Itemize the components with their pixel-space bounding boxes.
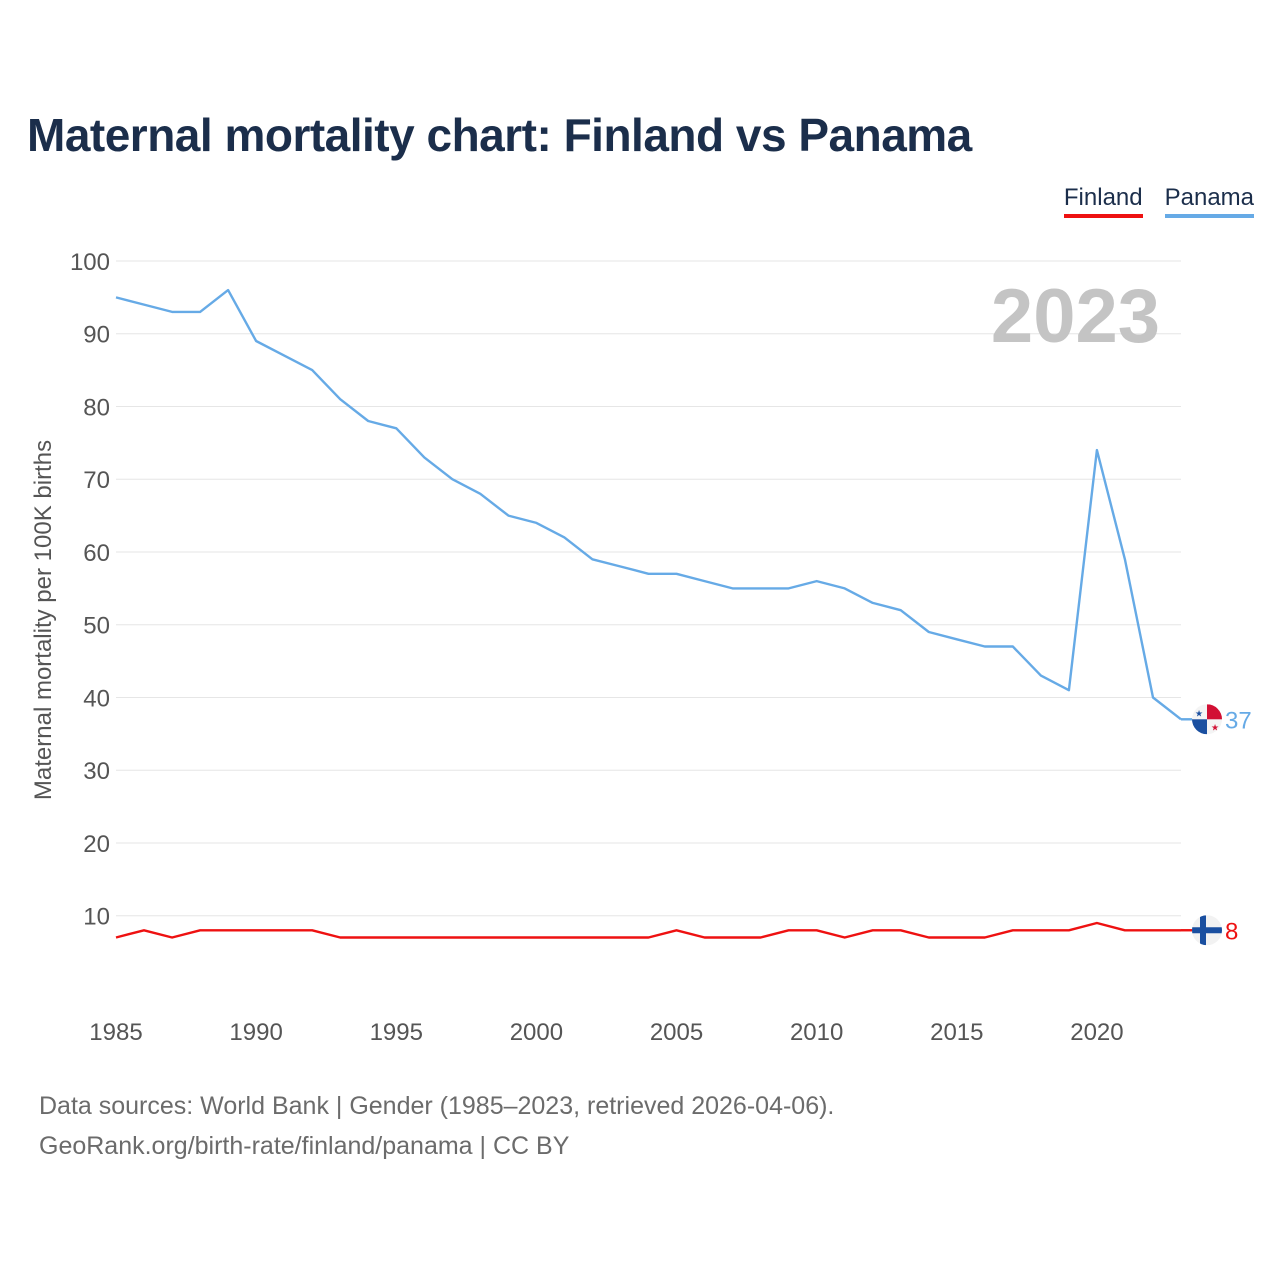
x-tick-label: 2005 [650,1019,703,1046]
legend-item-finland[interactable]: Finland [1063,184,1143,218]
y-tick-label: 50 [83,613,110,640]
footer-link[interactable]: GeoRank.org/birth-rate/finland/panama | … [39,1132,570,1160]
x-tick-label: 2010 [790,1019,843,1046]
y-tick-label: 100 [70,249,110,276]
end-value-label-finland: 8 [1225,918,1238,945]
footer: Data sources: World Bank | Gender (1985–… [39,1086,834,1166]
line-chart: 10 20 30 40 50 60 70 80 90 100 1985 1990 1995 2000 20… [30,249,1252,1046]
series-lines [115,288,1193,939]
x-tick-label: 2000 [510,1019,563,1046]
svg-text:★: ★ [1211,722,1219,732]
end-value-label-panama: 37 [1225,707,1252,734]
series-line-panama [115,288,1182,721]
x-tick-label: 2015 [930,1019,983,1046]
y-axis-ticks: 10 20 30 40 50 60 70 80 90 100 [70,249,110,931]
footer-sources: Data sources: World Bank | Gender (1985–… [39,1092,835,1120]
y-tick-label: 90 [83,322,110,349]
svg-text:★: ★ [1195,708,1203,718]
y-tick-label: 60 [83,540,110,567]
end-markers: 8★★ 37 [1192,704,1252,946]
year-watermark: 2023 [991,274,1160,359]
y-tick-label: 30 [83,758,110,785]
chart-title: Maternal mortality chart: Finland vs Pan… [27,109,972,161]
series-line-finland [115,921,1181,939]
y-tick-label: 10 [83,904,110,931]
x-tick-label: 1985 [89,1019,142,1046]
y-axis-label: Maternal mortality per 100K births [30,440,57,800]
y-tick-label: 20 [83,831,110,858]
y-tick-label: 40 [83,685,110,712]
legend: Finland Panama [1063,184,1254,218]
x-tick-label: 1990 [229,1019,282,1046]
gridlines [116,260,1181,917]
flag-finland-icon [1192,915,1222,946]
y-tick-label: 70 [83,467,110,494]
legend-item-panama[interactable]: Panama [1164,184,1254,218]
flag-panama-icon: ★★ [1192,704,1222,735]
x-tick-label: 2020 [1070,1019,1123,1046]
x-axis-ticks: 1985 1990 1995 2000 2005 2010 2015 2020 [89,1019,1123,1046]
x-tick-label: 1995 [370,1019,423,1046]
y-tick-label: 80 [83,394,110,421]
